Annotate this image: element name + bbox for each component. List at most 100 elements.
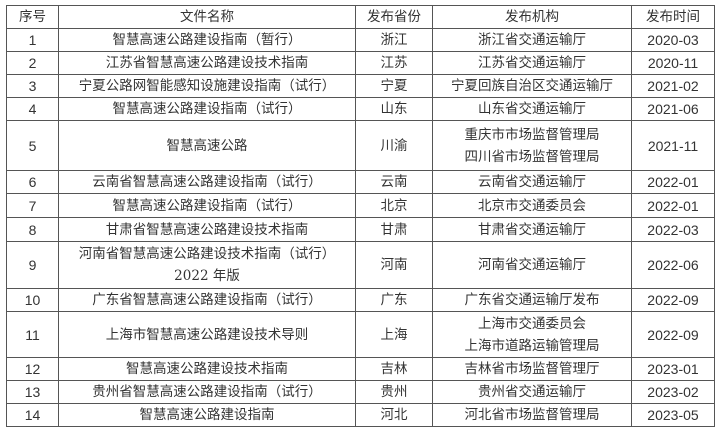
cell-org: 山东省交通运输厅 <box>432 97 632 121</box>
cell-org-line: 上海市交通委员会 <box>478 315 586 332</box>
cell-name: 云南省智慧高速公路建设指南（试行） <box>58 170 356 194</box>
cell-org: 河北省市场监督管理局 <box>432 403 632 427</box>
cell-name-line: 广东省智慧高速公路建设指南（试行） <box>92 292 322 308</box>
cell-org: 江苏省交通运输厅 <box>432 51 632 75</box>
table-row: 6 云南省智慧高速公路建设指南（试行） 云南 云南省交通运输厅 2022-01 <box>6 170 715 194</box>
table-row: 9 河南省智慧高速公路建设技术指南（试行） 2022 年版 河南 河南省交通运输厅 202… <box>6 241 715 289</box>
header-name: 文件名称 <box>58 5 356 29</box>
cell-name-line: 甘肃省智慧高速公路建设技术指南 <box>105 221 309 238</box>
header-date: 发布时间 <box>631 5 715 29</box>
cell-org-line: 山东省交通运输厅 <box>478 101 586 117</box>
cell-date: 2022-09 <box>631 288 715 312</box>
cell-no: 12 <box>6 357 59 381</box>
header-province: 发布省份 <box>355 5 433 29</box>
cell-date: 2022-09 <box>631 311 715 358</box>
cell-no: 11 <box>6 311 59 358</box>
cell-name: 贵州省智慧高速公路建设指南（试行） <box>58 380 356 404</box>
cell-province: 甘肃 <box>355 217 433 242</box>
cell-date: 2023-02 <box>631 380 715 404</box>
cell-name: 智慧高速公路建设指南 <box>58 403 356 427</box>
table-row: 10 广东省智慧高速公路建设指南（试行） 广东 广东省交通运输厅发布 2022-09 <box>6 288 715 312</box>
cell-org-line: 宁夏回族自治区交通运输厅 <box>451 78 613 94</box>
cell-org-line: 吉林省市场监督管理厅 <box>464 361 600 377</box>
header-org: 发布机构 <box>432 5 632 29</box>
cell-name-line: 贵州省智慧高速公路建设指南（试行） <box>92 384 322 400</box>
cell-date: 2022-03 <box>631 217 715 242</box>
cell-no: 5 <box>6 120 59 171</box>
cell-org: 贵州省交通运输厅 <box>432 380 632 404</box>
table-row: 14 智慧高速公路建设指南 河北 河北省市场监督管理局 2023-05 <box>6 403 715 427</box>
cell-org-line: 广东省交通运输厅发布 <box>464 292 600 308</box>
cell-date: 2023-05 <box>631 403 715 427</box>
cell-name: 智慧高速公路建设技术指南 <box>58 357 356 381</box>
cell-no: 8 <box>6 217 59 242</box>
cell-province: 北京 <box>355 193 433 218</box>
cell-no: 3 <box>6 74 59 98</box>
cell-date: 2022-01 <box>631 170 715 194</box>
cell-org-line: 贵州省交通运输厅 <box>478 384 586 400</box>
cell-name-line: 智慧高速公路建设指南 <box>139 407 275 423</box>
cell-province: 广东 <box>355 288 433 312</box>
table-row: 7 智慧高速公路建设指南（试行） 北京 北京市交通委员会 2022-01 <box>6 193 715 218</box>
table-row: 3 宁夏公路网智能感知设施建设指南（试行） 宁夏 宁夏回族自治区交通运输厅 2021-0… <box>6 74 715 98</box>
cell-org: 上海市交通委员会 上海市道路运输管理局 <box>432 311 632 358</box>
cell-name: 智慧高速公路 <box>58 120 356 171</box>
cell-org-line: 云南省交通运输厅 <box>478 174 586 190</box>
cell-no: 7 <box>6 193 59 218</box>
cell-province: 川渝 <box>355 120 433 171</box>
cell-org-line: 重庆市市场监督管理局 <box>464 126 600 143</box>
regulations-table: 序号 文件名称 发布省份 发布机构 发布时间 1 智慧高速公路建设指南（暂行） 浙江… <box>6 5 715 427</box>
cell-no: 4 <box>6 97 59 121</box>
cell-org-line: 河南省交通运输厅 <box>478 257 586 273</box>
cell-province: 宁夏 <box>355 74 433 98</box>
cell-date: 2022-01 <box>631 193 715 218</box>
cell-name: 河南省智慧高速公路建设技术指南（试行） 2022 年版 <box>58 241 356 289</box>
cell-name: 上海市智慧高速公路建设技术导则 <box>58 311 356 358</box>
cell-date: 2023-01 <box>631 357 715 381</box>
cell-name-line: 2022 年版 <box>174 268 240 284</box>
table-row: 12 智慧高速公路建设技术指南 吉林 吉林省市场监督管理厅 2023-01 <box>6 357 715 381</box>
cell-org: 广东省交通运输厅发布 <box>432 288 632 312</box>
cell-province: 山东 <box>355 97 433 121</box>
cell-province: 吉林 <box>355 357 433 381</box>
cell-province: 浙江 <box>355 28 433 52</box>
cell-name: 智慧高速公路建设指南（试行） <box>58 193 356 218</box>
table-row: 8 甘肃省智慧高速公路建设技术指南 甘肃 甘肃省交通运输厅 2022-03 <box>6 217 715 242</box>
cell-org-line: 河北省市场监督管理局 <box>464 407 600 423</box>
cell-org-line: 北京市交通委员会 <box>478 197 586 214</box>
cell-province: 贵州 <box>355 380 433 404</box>
cell-date: 2022-06 <box>631 241 715 289</box>
cell-org: 宁夏回族自治区交通运输厅 <box>432 74 632 98</box>
cell-province: 河南 <box>355 241 433 289</box>
cell-name: 广东省智慧高速公路建设指南（试行） <box>58 288 356 312</box>
cell-org: 云南省交通运输厅 <box>432 170 632 194</box>
cell-name-line: 智慧高速公路建设指南（试行） <box>112 101 302 117</box>
cell-no: 9 <box>6 241 59 289</box>
cell-org-line: 上海市道路运输管理局 <box>464 337 600 354</box>
header-no: 序号 <box>6 5 59 29</box>
cell-date: 2021-11 <box>631 120 715 171</box>
cell-province: 上海 <box>355 311 433 358</box>
cell-org: 浙江省交通运输厅 <box>432 28 632 52</box>
table-body: 1 智慧高速公路建设指南（暂行） 浙江 浙江省交通运输厅 2020-03 2 江苏省智慧高速… <box>6 28 715 427</box>
cell-province: 江苏 <box>355 51 433 75</box>
table-row: 2 江苏省智慧高速公路建设技术指南 江苏 江苏省交通运输厅 2020-11 <box>6 51 715 75</box>
cell-name-line: 智慧高速公路建设技术指南 <box>126 361 288 377</box>
cell-name-line: 河南省智慧高速公路建设技术指南（试行） <box>78 246 336 262</box>
table-row: 13 贵州省智慧高速公路建设指南（试行） 贵州 贵州省交通运输厅 2023-02 <box>6 380 715 404</box>
cell-name: 智慧高速公路建设指南（暂行） <box>58 28 356 52</box>
cell-date: 2021-06 <box>631 97 715 121</box>
cell-org-line: 四川省市场监督管理局 <box>464 148 600 165</box>
cell-name-line: 江苏省智慧高速公路建设技术指南 <box>105 55 309 71</box>
cell-name: 智慧高速公路建设指南（试行） <box>58 97 356 121</box>
cell-no: 6 <box>6 170 59 194</box>
cell-org: 吉林省市场监督管理厅 <box>432 357 632 381</box>
cell-name-line: 云南省智慧高速公路建设指南（试行） <box>92 174 322 190</box>
cell-no: 14 <box>6 403 59 427</box>
header-row: 序号 文件名称 发布省份 发布机构 发布时间 <box>6 5 715 29</box>
cell-org: 重庆市市场监督管理局 四川省市场监督管理局 <box>432 120 632 171</box>
cell-no: 13 <box>6 380 59 404</box>
cell-name-line: 智慧高速公路建设指南（试行） <box>112 197 302 214</box>
table-row: 1 智慧高速公路建设指南（暂行） 浙江 浙江省交通运输厅 2020-03 <box>6 28 715 52</box>
cell-date: 2020-11 <box>631 51 715 75</box>
